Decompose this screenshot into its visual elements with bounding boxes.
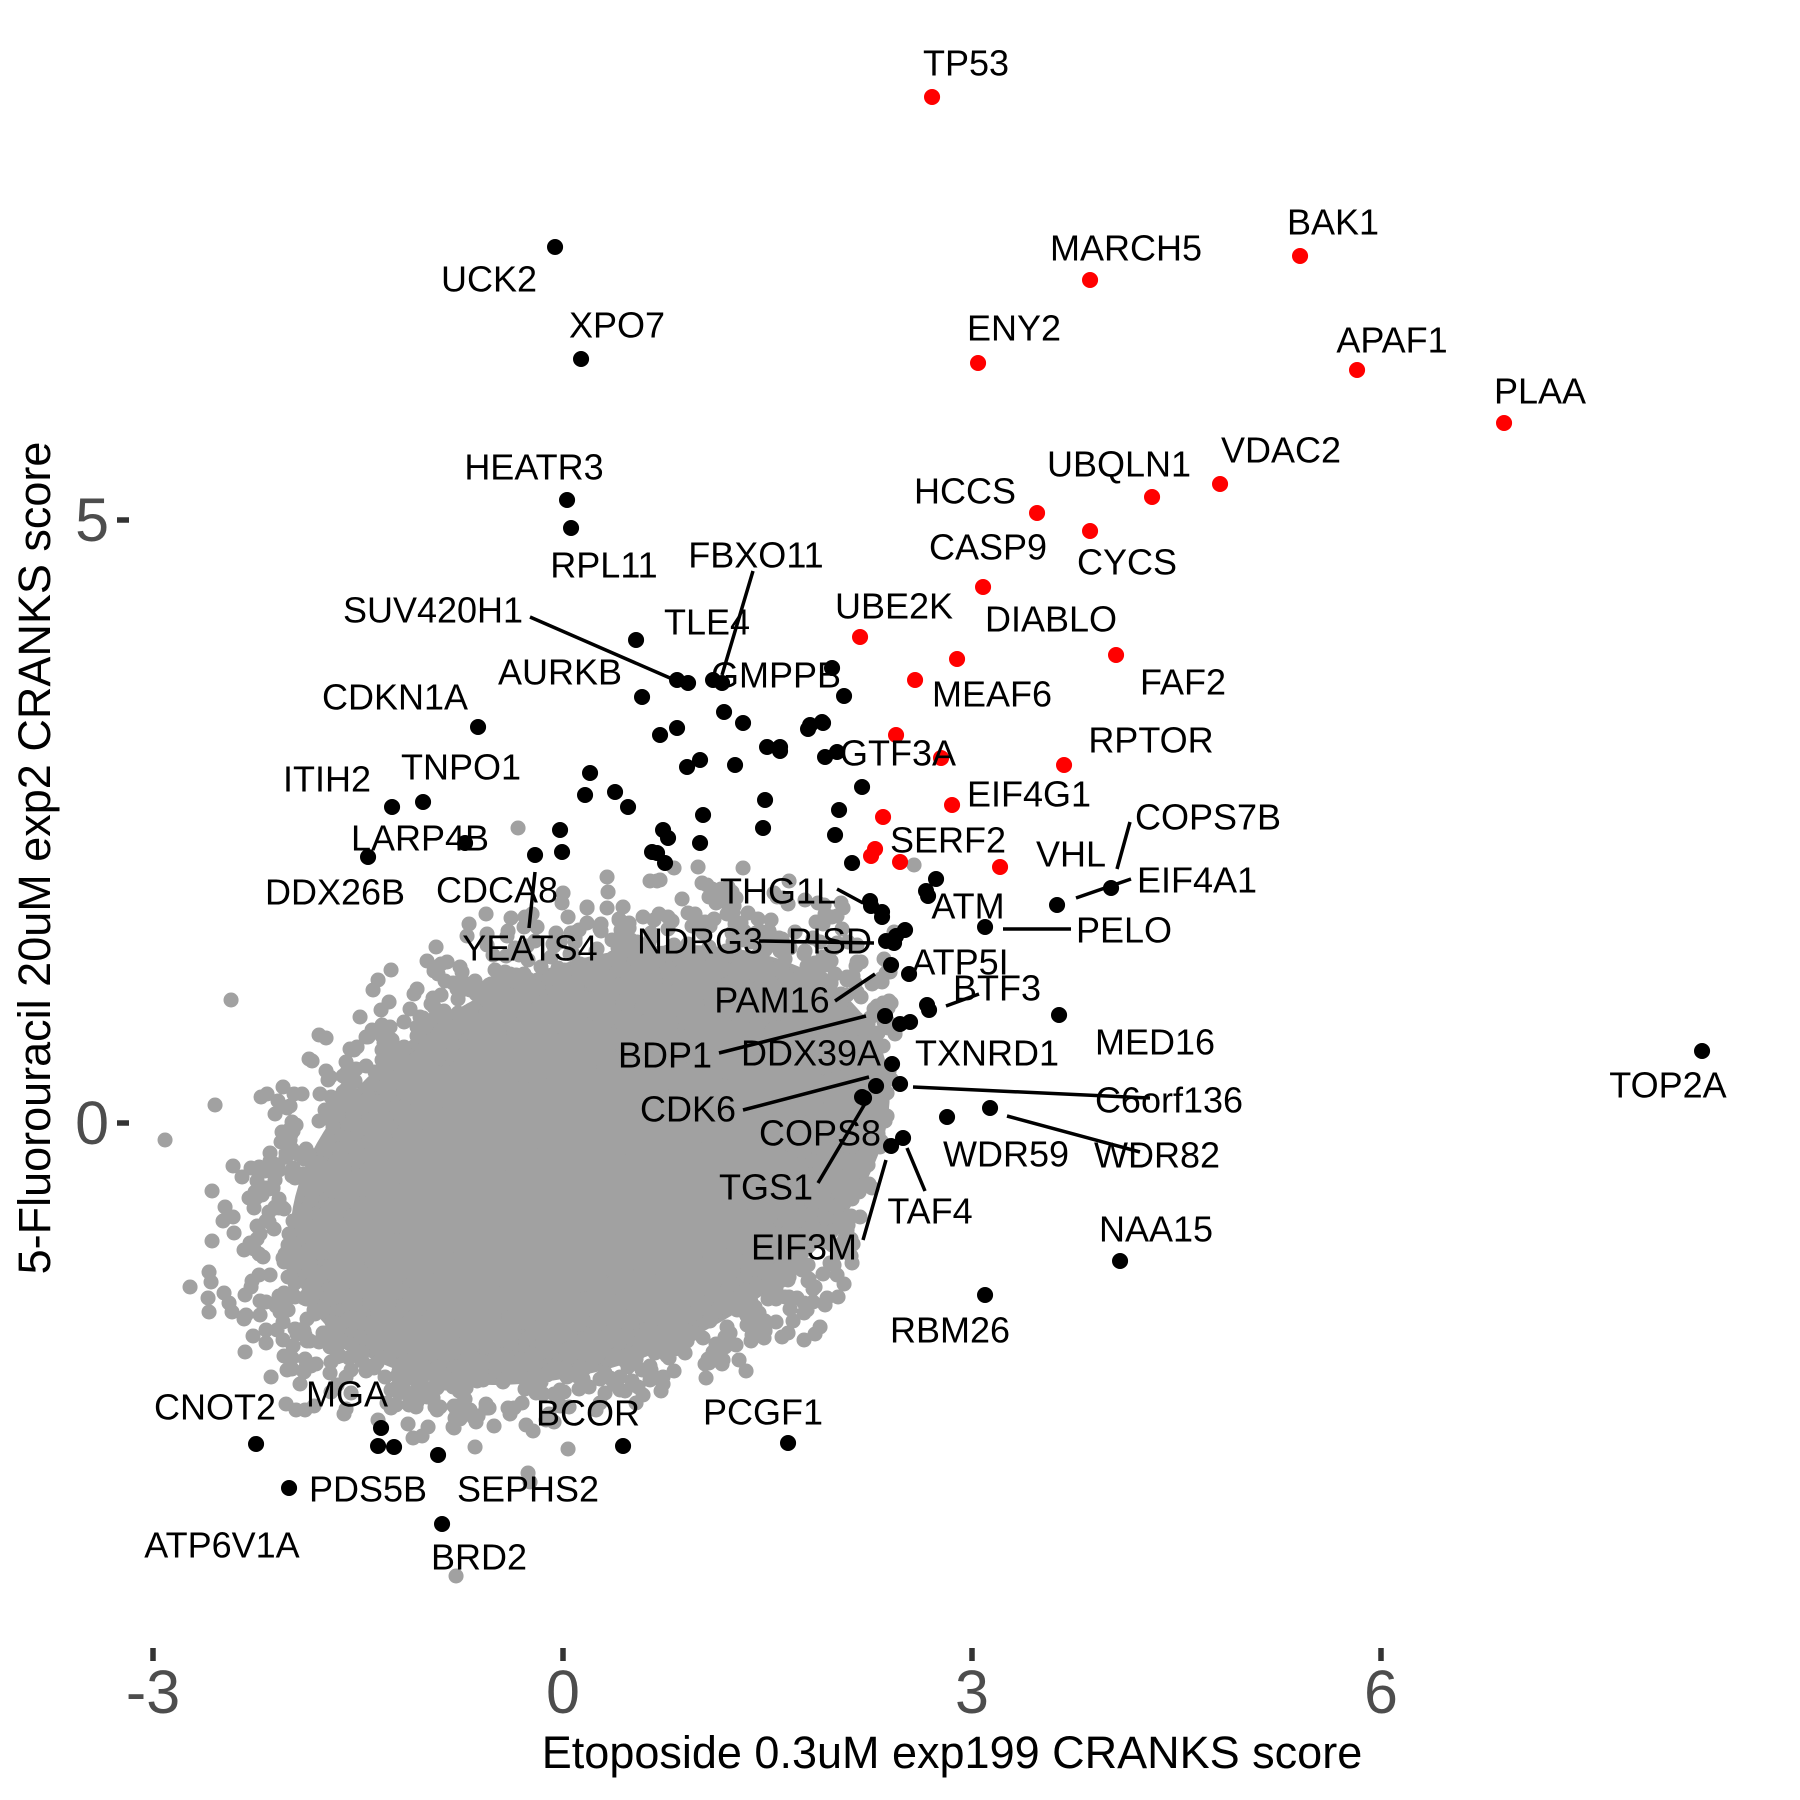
svg-text:PDS5B: PDS5B — [309, 1469, 427, 1510]
svg-text:SERF2: SERF2 — [890, 820, 1006, 861]
svg-text:RBM26: RBM26 — [890, 1310, 1010, 1351]
svg-text:ATM: ATM — [931, 886, 1004, 927]
svg-text:TNPO1: TNPO1 — [401, 747, 521, 788]
svg-text:MARCH5: MARCH5 — [1050, 228, 1202, 269]
svg-text:NAA15: NAA15 — [1099, 1209, 1213, 1250]
svg-text:HCCS: HCCS — [914, 471, 1016, 512]
svg-text:CYCS: CYCS — [1077, 542, 1177, 583]
svg-text:MGA: MGA — [306, 1374, 388, 1415]
svg-text:COPS8: COPS8 — [759, 1113, 881, 1154]
svg-text:CDKN1A: CDKN1A — [322, 677, 468, 718]
svg-text:THG1L: THG1L — [720, 871, 836, 912]
svg-text:VDAC2: VDAC2 — [1221, 430, 1341, 471]
svg-text:SEPHS2: SEPHS2 — [457, 1469, 599, 1510]
svg-text:UBQLN1: UBQLN1 — [1047, 444, 1191, 485]
svg-text:RPL11: RPL11 — [550, 545, 657, 586]
svg-text:EIF4A1: EIF4A1 — [1137, 860, 1257, 901]
svg-text:-3: -3 — [126, 1658, 180, 1726]
svg-text:BRD2: BRD2 — [431, 1537, 527, 1578]
svg-text:AURKB: AURKB — [498, 652, 622, 693]
svg-text:PISD: PISD — [788, 921, 872, 962]
svg-text:5: 5 — [75, 486, 109, 554]
svg-text:CDK6: CDK6 — [640, 1089, 736, 1130]
svg-text:DIABLO: DIABLO — [985, 599, 1117, 640]
svg-text:BCOR: BCOR — [536, 1393, 640, 1434]
svg-text:0: 0 — [75, 1089, 109, 1157]
svg-text:ATP5I: ATP5I — [911, 942, 1008, 983]
svg-text:APAF1: APAF1 — [1336, 320, 1447, 361]
svg-text:CASP9: CASP9 — [929, 527, 1047, 568]
svg-text:ENY2: ENY2 — [967, 308, 1061, 349]
svg-text:C6orf136: C6orf136 — [1095, 1080, 1243, 1121]
svg-text:5-Fluorouracil 20uM exp2 CRANK: 5-Fluorouracil 20uM exp2 CRANKS score — [9, 442, 60, 1275]
svg-text:CNOT2: CNOT2 — [154, 1387, 276, 1428]
svg-text:BDP1: BDP1 — [618, 1035, 712, 1076]
svg-text:MEAF6: MEAF6 — [932, 674, 1052, 715]
svg-text:UCK2: UCK2 — [441, 259, 537, 300]
svg-text:PCGF1: PCGF1 — [703, 1392, 823, 1433]
svg-text:MED16: MED16 — [1095, 1022, 1215, 1063]
svg-text:WDR82: WDR82 — [1094, 1135, 1220, 1176]
svg-text:TOP2A: TOP2A — [1609, 1065, 1726, 1106]
svg-text:EIF4G1: EIF4G1 — [967, 774, 1091, 815]
svg-text:HEATR3: HEATR3 — [464, 447, 603, 488]
svg-text:RPTOR: RPTOR — [1088, 720, 1213, 761]
svg-text:LARP4B: LARP4B — [351, 818, 489, 859]
svg-text:0: 0 — [546, 1658, 580, 1726]
svg-text:GTF3A: GTF3A — [840, 733, 956, 774]
svg-text:COPS7B: COPS7B — [1135, 797, 1281, 838]
svg-text:TGS1: TGS1 — [719, 1167, 813, 1208]
svg-text:BAK1: BAK1 — [1287, 202, 1379, 243]
svg-text:TLE4: TLE4 — [664, 602, 750, 643]
svg-text:YEATS4: YEATS4 — [462, 928, 597, 969]
svg-text:3: 3 — [955, 1658, 989, 1726]
svg-text:PLAA: PLAA — [1494, 371, 1586, 412]
svg-text:XPO7: XPO7 — [569, 305, 665, 346]
svg-text:BTF3: BTF3 — [953, 968, 1041, 1009]
svg-text:DDX26B: DDX26B — [265, 872, 405, 913]
svg-text:SUV420H1: SUV420H1 — [343, 590, 523, 631]
svg-text:DDX39A: DDX39A — [741, 1033, 881, 1074]
svg-text:VHL: VHL — [1036, 834, 1106, 875]
svg-text:CDCA8: CDCA8 — [436, 870, 558, 911]
svg-text:ATP6V1A: ATP6V1A — [144, 1525, 299, 1566]
svg-text:TAF4: TAF4 — [887, 1191, 972, 1232]
svg-text:PAM16: PAM16 — [714, 980, 829, 1021]
svg-text:NDRG3: NDRG3 — [637, 921, 763, 962]
svg-text:ITIH2: ITIH2 — [283, 759, 371, 800]
svg-text:TP53: TP53 — [923, 43, 1009, 84]
svg-text:FBXO11: FBXO11 — [688, 535, 823, 576]
svg-text:FAF2: FAF2 — [1140, 662, 1226, 703]
svg-text:6: 6 — [1364, 1658, 1398, 1726]
svg-text:TXNRD1: TXNRD1 — [915, 1033, 1059, 1074]
svg-text:Etoposide 0.3uM exp199 CRANKS: Etoposide 0.3uM exp199 CRANKS score — [542, 1727, 1362, 1778]
svg-text:UBE2K: UBE2K — [835, 586, 953, 627]
svg-text:WDR59: WDR59 — [943, 1134, 1069, 1175]
svg-text:PELO: PELO — [1076, 910, 1172, 951]
svg-text:GMPPB: GMPPB — [711, 655, 841, 696]
svg-text:EIF3M: EIF3M — [751, 1227, 857, 1268]
